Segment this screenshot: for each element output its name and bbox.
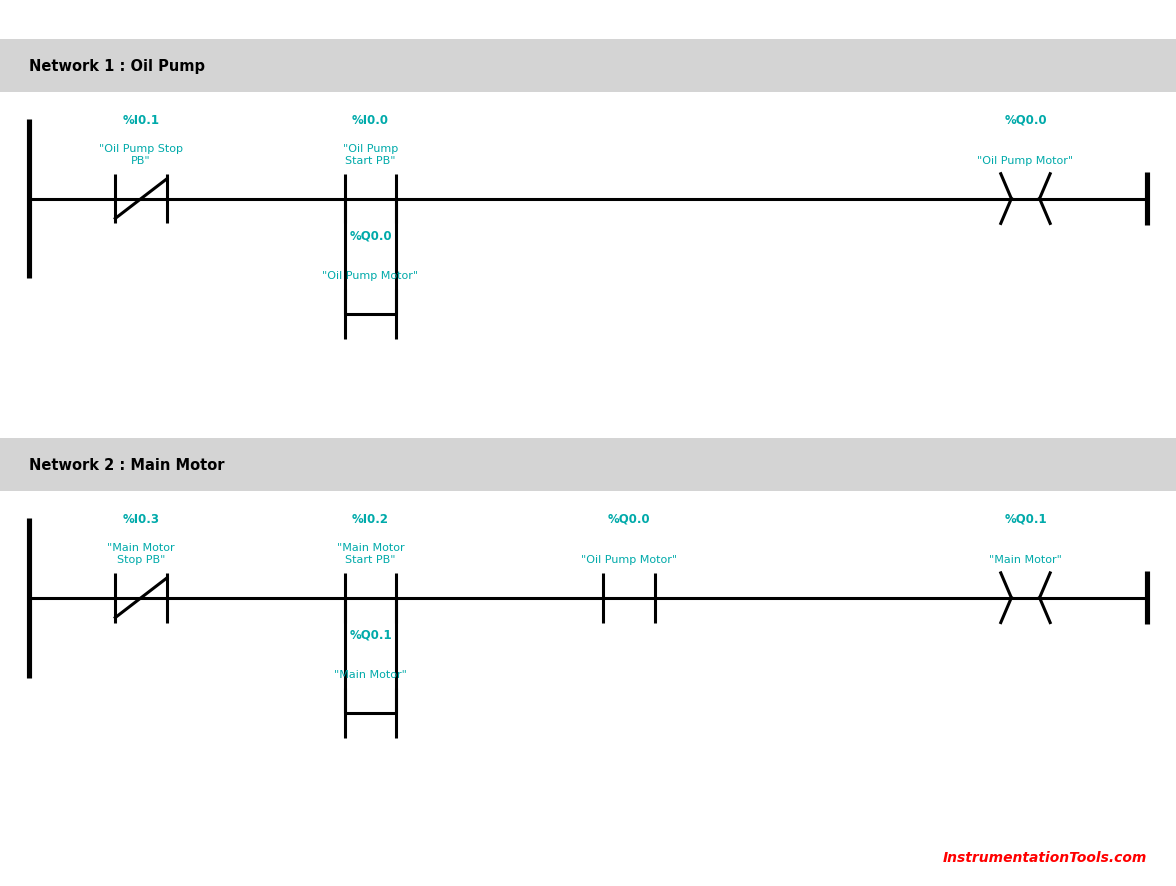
Text: Network 2 : Main Motor: Network 2 : Main Motor <box>29 458 225 472</box>
Bar <box>0 439 1176 492</box>
Text: "Oil Pump Motor": "Oil Pump Motor" <box>322 271 419 281</box>
Text: "Oil Pump Motor": "Oil Pump Motor" <box>977 156 1074 166</box>
Text: %I0.3: %I0.3 <box>122 512 160 525</box>
Text: %Q0.0: %Q0.0 <box>349 229 392 242</box>
Text: "Main Motor
Start PB": "Main Motor Start PB" <box>336 543 405 564</box>
Text: %I0.2: %I0.2 <box>352 512 389 525</box>
Text: "Main Motor": "Main Motor" <box>989 555 1062 564</box>
Text: "Main Motor": "Main Motor" <box>334 670 407 680</box>
Text: "Oil Pump
Start PB": "Oil Pump Start PB" <box>343 144 397 166</box>
Text: %Q0.0: %Q0.0 <box>608 512 650 525</box>
Text: %Q0.1: %Q0.1 <box>349 627 392 641</box>
Text: InstrumentationTools.com: InstrumentationTools.com <box>942 850 1147 864</box>
Text: "Main Motor
Stop PB": "Main Motor Stop PB" <box>107 543 175 564</box>
Bar <box>0 40 1176 93</box>
Text: "Oil Pump Motor": "Oil Pump Motor" <box>581 555 677 564</box>
Text: %I0.1: %I0.1 <box>122 113 160 127</box>
Text: %Q0.1: %Q0.1 <box>1004 512 1047 525</box>
Text: %Q0.0: %Q0.0 <box>1004 113 1047 127</box>
Text: "Oil Pump Stop
PB": "Oil Pump Stop PB" <box>99 144 183 166</box>
Text: %I0.0: %I0.0 <box>352 113 389 127</box>
Text: Network 1 : Oil Pump: Network 1 : Oil Pump <box>29 59 206 74</box>
